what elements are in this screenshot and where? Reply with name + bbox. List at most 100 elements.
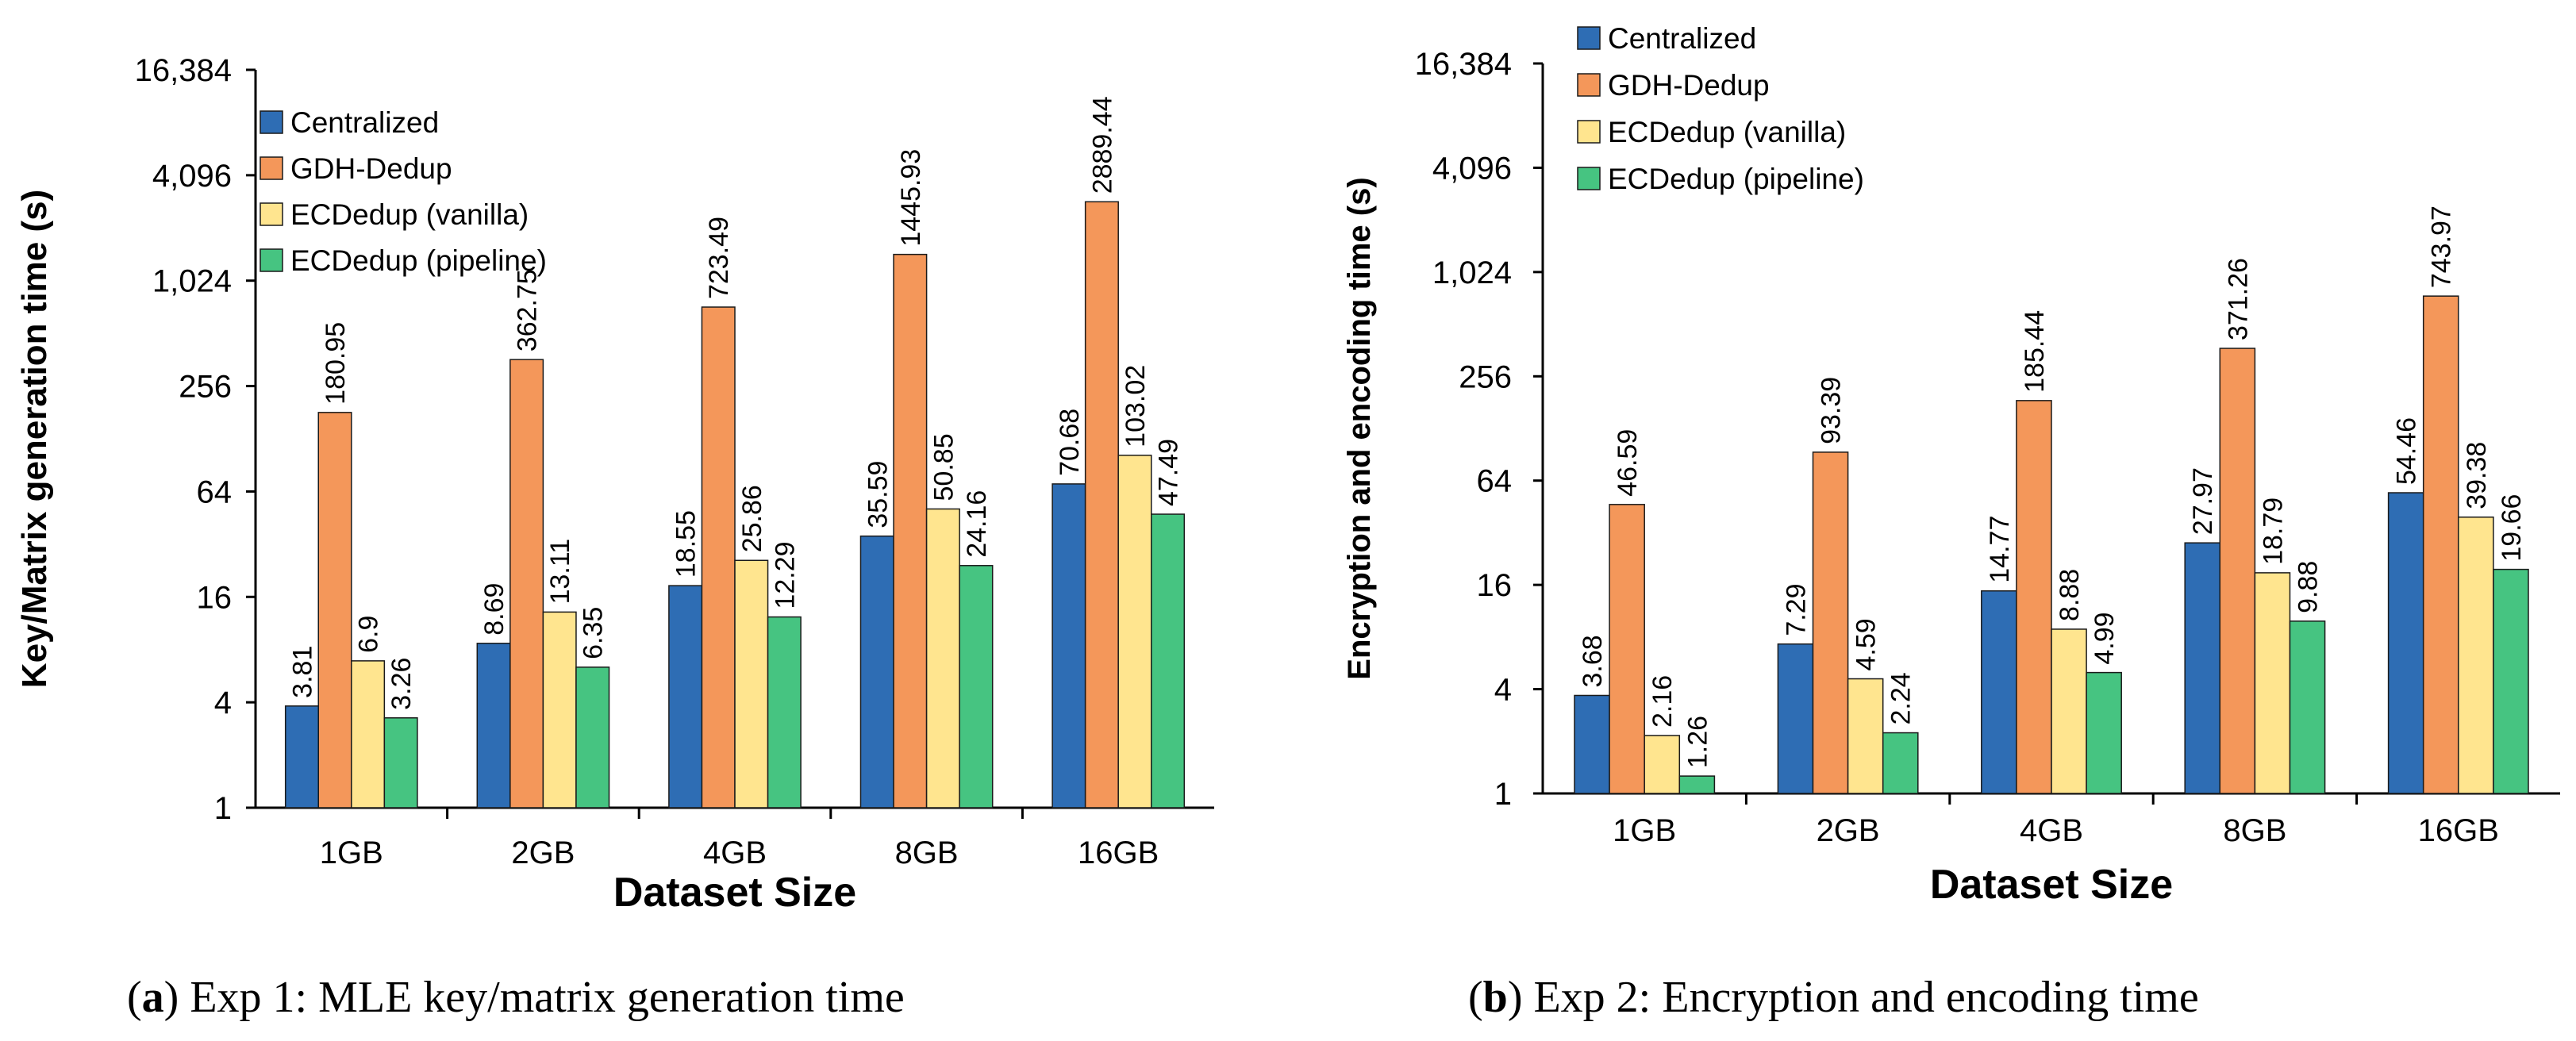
b-bar-ecdedup-vanilla-4gb [2051, 628, 2087, 794]
b-y-axis-title: Encryption and encoding time (s) [1342, 177, 1377, 679]
a-legend-swatch-gdh-dedup [260, 156, 283, 180]
a-y-tick-label: 4 [214, 686, 232, 720]
a-legend-label-gdh-dedup: GDH-Dedup [290, 152, 452, 185]
a-bar-ecdedup-vanilla-8gb [925, 508, 960, 809]
b-data-label-ecdedup-pipeline-2gb: 2.24 [1886, 672, 1917, 724]
a-bar-centralized-8gb [859, 535, 894, 809]
b-bar-gdh-dedup-2gb [1812, 451, 1849, 794]
b-data-label-gdh-dedup-8gb: 371.26 [2223, 258, 2253, 340]
b-data-label-gdh-dedup-1gb: 46.59 [1613, 429, 1643, 497]
b-bar-ecdedup-pipeline-8gb [2289, 620, 2326, 794]
b-x-tick-label-2gb: 2GB [1817, 813, 1880, 848]
a-data-label-ecdedup-pipeline-1gb: 3.26 [386, 658, 417, 710]
b-data-label-ecdedup-vanilla-16gb: 39.38 [2462, 442, 2492, 509]
a-y-axis-title: Key/Matrix generation time (s) [15, 190, 54, 688]
b-bar-ecdedup-vanilla-1gb [1644, 735, 1681, 794]
a-y-tick-label: 256 [179, 370, 232, 405]
b-data-label-centralized-2gb: 7.29 [1781, 583, 1811, 636]
b-data-label-gdh-dedup-16gb: 743.97 [2427, 206, 2457, 288]
a-y-tick-label: 16,384 [135, 53, 232, 88]
a-data-label-centralized-8gb: 35.59 [863, 461, 893, 528]
a-bar-centralized-2gb [476, 643, 511, 809]
b-x-tick-label-1gb: 1GB [1613, 813, 1676, 848]
a-bar-gdh-dedup-4gb [701, 306, 736, 809]
b-bar-ecdedup-pipeline-2gb [1882, 732, 1919, 794]
b-bar-gdh-dedup-4gb [2016, 400, 2052, 794]
b-x-tick-label-8gb: 8GB [2223, 813, 2286, 848]
b-data-label-ecdedup-pipeline-4gb: 4.99 [2090, 612, 2120, 664]
b-legend-label-centralized: Centralized [1608, 22, 1756, 55]
a-legend-label-centralized: Centralized [290, 106, 439, 139]
b-bar-ecdedup-pipeline-16gb [2493, 568, 2529, 794]
b-x-tick-label-4gb: 4GB [2020, 813, 2083, 848]
b-data-label-centralized-16gb: 54.46 [2392, 417, 2422, 485]
b-data-label-ecdedup-vanilla-4gb: 8.88 [2055, 569, 2085, 621]
a-data-label-gdh-dedup-4gb: 723.49 [704, 217, 734, 299]
a-data-label-ecdedup-vanilla-2gb: 13.11 [545, 539, 575, 605]
b-bar-gdh-dedup-16gb [2422, 295, 2459, 794]
a-x-tick-label-2gb: 2GB [511, 835, 575, 870]
b-data-label-ecdedup-vanilla-8gb: 18.79 [2258, 497, 2288, 565]
chart-b: 1 4 16 64 256 1,024 4,096 16,384 1GB 3.68 46.59 2.1… [1342, 22, 2560, 1022]
b-data-label-ecdedup-pipeline-1gb: 1.26 [1682, 716, 1713, 768]
a-bar-ecdedup-pipeline-2gb [575, 666, 610, 809]
b-data-label-ecdedup-vanilla-2gb: 4.59 [1851, 618, 1882, 670]
b-bar-ecdedup-pipeline-1gb [1678, 775, 1716, 794]
a-bar-ecdedup-vanilla-16gb [1117, 455, 1152, 809]
a-y-tick-label: 4,096 [152, 159, 232, 194]
a-y-tick-label: 64 [197, 474, 233, 509]
b-legend-swatch-ecdedup-vanilla [1577, 120, 1601, 144]
a-bar-centralized-4gb [668, 585, 703, 809]
chart-a: 1 4 16 64 256 1,024 4,096 16,384 1GB 3.81 180.95 6.… [15, 53, 1214, 1022]
a-bar-gdh-dedup-1gb [317, 412, 352, 809]
b-y-tick-label: 256 [1459, 359, 1512, 394]
a-bar-centralized-16gb [1052, 483, 1086, 809]
a-x-tick-label-1gb: 1GB [320, 835, 383, 870]
a-data-label-ecdedup-vanilla-1gb: 6.9 [354, 616, 384, 653]
a-data-label-ecdedup-pipeline-4gb: 12.29 [770, 541, 800, 609]
b-bar-ecdedup-vanilla-8gb [2254, 572, 2291, 794]
b-legend-swatch-gdh-dedup [1577, 73, 1601, 97]
b-legend-swatch-centralized [1577, 26, 1601, 50]
b-bar-centralized-8gb [2184, 542, 2221, 794]
a-bar-ecdedup-pipeline-16gb [1151, 513, 1186, 809]
a-data-label-ecdedup-vanilla-16gb: 103.02 [1121, 365, 1151, 448]
b-bar-centralized-16gb [2387, 492, 2424, 794]
b-y-tick-label: 4,096 [1432, 151, 1512, 186]
b-legend-label-gdh-dedup: GDH-Dedup [1608, 69, 1770, 102]
b-caption: (b) Exp 2: Encryption and encoding time [1468, 973, 2199, 1022]
a-data-label-ecdedup-vanilla-4gb: 25.86 [737, 485, 767, 552]
a-bar-ecdedup-vanilla-4gb [734, 559, 769, 809]
b-y-tick-label: 1 [1494, 777, 1512, 812]
b-legend-label-ecdedup-vanilla: ECDedup (vanilla) [1608, 116, 1846, 148]
b-x-axis-title: Dataset Size [1930, 862, 2173, 908]
a-bar-ecdedup-pipeline-8gb [959, 565, 994, 809]
a-bar-ecdedup-vanilla-2gb [542, 611, 577, 809]
a-bar-gdh-dedup-16gb [1084, 201, 1119, 809]
b-data-label-gdh-dedup-2gb: 93.39 [1817, 377, 1847, 444]
b-y-tick-label: 1,024 [1432, 255, 1512, 290]
b-bar-gdh-dedup-8gb [2219, 348, 2256, 794]
a-legend-swatch-ecdedup-vanilla [260, 202, 283, 226]
a-x-tick-label-4gb: 4GB [703, 835, 767, 870]
a-caption: (a) Exp 1: MLE key/matrix generation tim… [127, 973, 905, 1022]
a-bar-ecdedup-pipeline-4gb [767, 616, 802, 809]
b-y-tick-label: 16 [1477, 568, 1513, 603]
b-y-tick-label: 16,384 [1415, 47, 1512, 82]
b-bar-centralized-2gb [1777, 643, 1814, 794]
b-data-label-centralized-4gb: 14.77 [1985, 516, 2015, 583]
a-y-tick-label: 16 [197, 580, 233, 615]
a-legend-swatch-centralized [260, 110, 283, 134]
b-data-label-ecdedup-vanilla-1gb: 2.16 [1647, 675, 1678, 728]
a-bar-gdh-dedup-8gb [893, 253, 928, 809]
b-legend-label-ecdedup-pipeline: ECDedup (pipeline) [1608, 163, 1864, 195]
a-bar-ecdedup-pipeline-1gb [383, 716, 418, 809]
b-bar-ecdedup-vanilla-2gb [1847, 678, 1884, 794]
b-data-label-ecdedup-pipeline-16gb: 19.66 [2497, 494, 2527, 562]
a-data-label-ecdedup-vanilla-8gb: 50.85 [929, 433, 959, 501]
b-y-tick-label: 4 [1494, 673, 1512, 708]
b-bar-ecdedup-vanilla-16gb [2458, 517, 2494, 794]
b-data-label-centralized-1gb: 3.68 [1578, 635, 1608, 687]
a-data-label-centralized-4gb: 18.55 [671, 510, 702, 578]
